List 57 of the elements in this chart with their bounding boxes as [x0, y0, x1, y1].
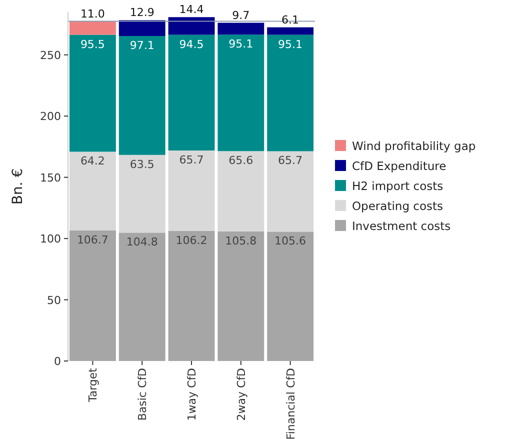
data-label: 9.7	[232, 8, 250, 22]
data-label: 65.7	[278, 154, 303, 168]
bar	[118, 154, 166, 233]
bar	[267, 34, 314, 152]
data-label: 63.5	[130, 158, 154, 171]
bar	[267, 151, 314, 232]
legend-label: Wind profitability gap	[352, 139, 476, 153]
bar	[69, 230, 116, 361]
bar	[69, 152, 116, 230]
data-label: 105.8	[225, 234, 257, 248]
bar	[118, 232, 166, 361]
legend-label: CfD Expenditure	[352, 159, 446, 173]
data-label: 95.5	[80, 38, 105, 51]
y-tick-label: 200	[40, 110, 61, 124]
bar	[218, 151, 264, 232]
data-label: 14.4	[179, 3, 204, 16]
data-label: 65.7	[179, 154, 204, 166]
bar	[69, 21, 116, 35]
data-label: 6.1	[282, 13, 300, 26]
data-label: 65.6	[228, 154, 254, 168]
legend-label: Operating costs	[352, 199, 444, 213]
bar	[118, 36, 166, 155]
bar	[218, 22, 264, 35]
data-label: 95.1	[228, 38, 254, 51]
data-label: 11.0	[80, 7, 105, 20]
bar	[218, 34, 264, 152]
y-tick-label: 100	[40, 232, 61, 246]
data-label: 104.8	[126, 236, 158, 249]
data-label: 97.1	[130, 39, 154, 52]
bar	[218, 231, 264, 361]
data-label: 95.1	[278, 38, 303, 51]
bar	[267, 232, 314, 361]
bar	[168, 150, 215, 231]
y-tick-label: 150	[40, 171, 61, 184]
bar	[168, 17, 215, 35]
x-tick-label: Financial CfD	[284, 368, 298, 439]
x-tick-label: Basic CfD	[136, 368, 150, 421]
x-tick-label: 1way CfD	[186, 368, 198, 421]
data-label: 106.2	[176, 234, 208, 247]
data-label: 12.9	[130, 6, 154, 20]
bar	[168, 230, 215, 361]
bar	[69, 34, 116, 152]
legend-label: H2 import costs	[352, 179, 444, 193]
bar	[118, 20, 166, 36]
bar	[267, 27, 314, 35]
data-label: 105.6	[274, 234, 306, 248]
y-tick-label: 250	[40, 48, 61, 62]
data-label: 94.5	[179, 38, 204, 51]
bar	[168, 34, 215, 150]
x-tick-label: Target	[86, 367, 100, 404]
data-label: 64.2	[80, 154, 105, 168]
y-tick-label: 50	[47, 294, 61, 307]
y-tick-label: 0	[54, 355, 61, 368]
x-tick-label: 2way CfD	[234, 368, 248, 421]
legend-label: Investment costs	[352, 219, 451, 233]
data-label: 106.7	[76, 233, 108, 246]
y-axis-title: Bn. €	[10, 168, 26, 205]
